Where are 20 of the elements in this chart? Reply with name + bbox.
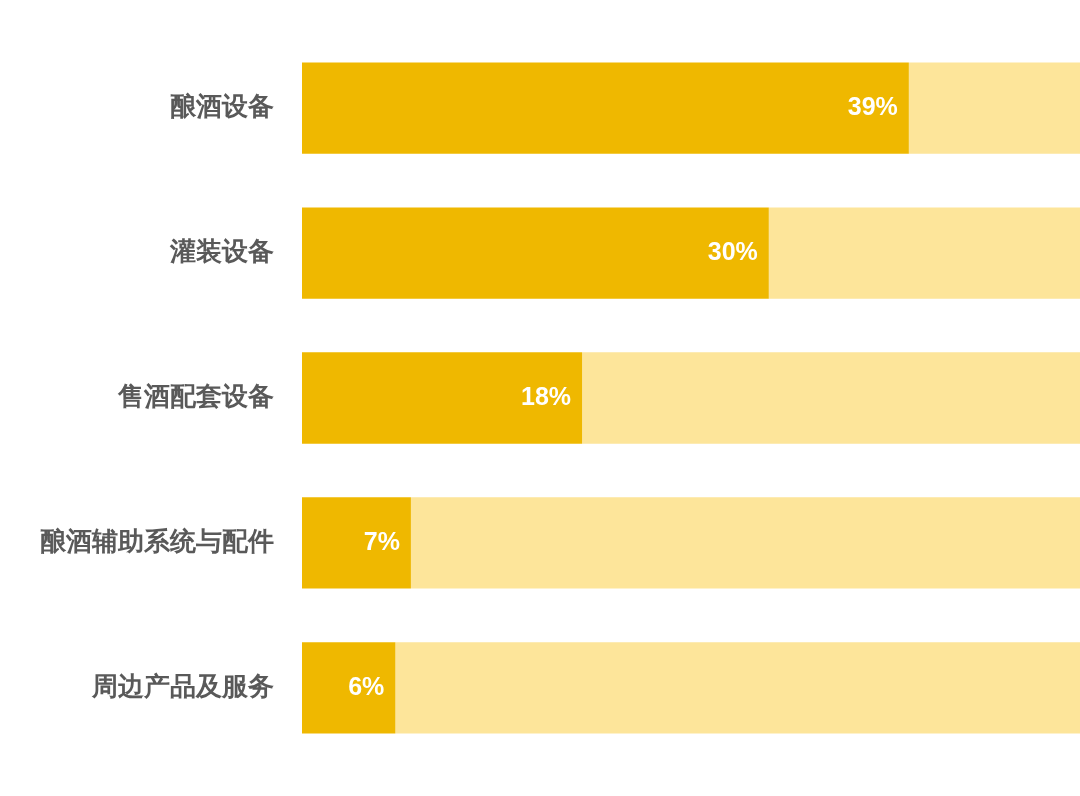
bar bbox=[302, 497, 411, 589]
bar bbox=[302, 642, 396, 734]
y-tick-label: 酿酒设备 bbox=[170, 90, 274, 121]
bar bbox=[768, 207, 1080, 299]
bar bbox=[302, 62, 909, 154]
y-tick-label: 灌装设备 bbox=[169, 235, 274, 266]
y-tick-label: 酿酒辅助系统与配件 bbox=[40, 525, 274, 556]
bar bbox=[395, 642, 1080, 734]
data-label: 39% bbox=[847, 91, 898, 120]
bar bbox=[410, 497, 1080, 589]
data-label: 30% bbox=[707, 236, 758, 265]
data-label: 18% bbox=[521, 381, 572, 410]
bar bbox=[908, 62, 1080, 154]
bar bbox=[302, 352, 583, 444]
data-label: 6% bbox=[348, 671, 385, 700]
data-label: 7% bbox=[363, 526, 400, 555]
bar bbox=[302, 207, 769, 299]
bar bbox=[582, 352, 1080, 444]
y-tick-label: 售酒配套设备 bbox=[117, 380, 274, 411]
y-tick-label: 周边产品及服务 bbox=[91, 670, 274, 701]
